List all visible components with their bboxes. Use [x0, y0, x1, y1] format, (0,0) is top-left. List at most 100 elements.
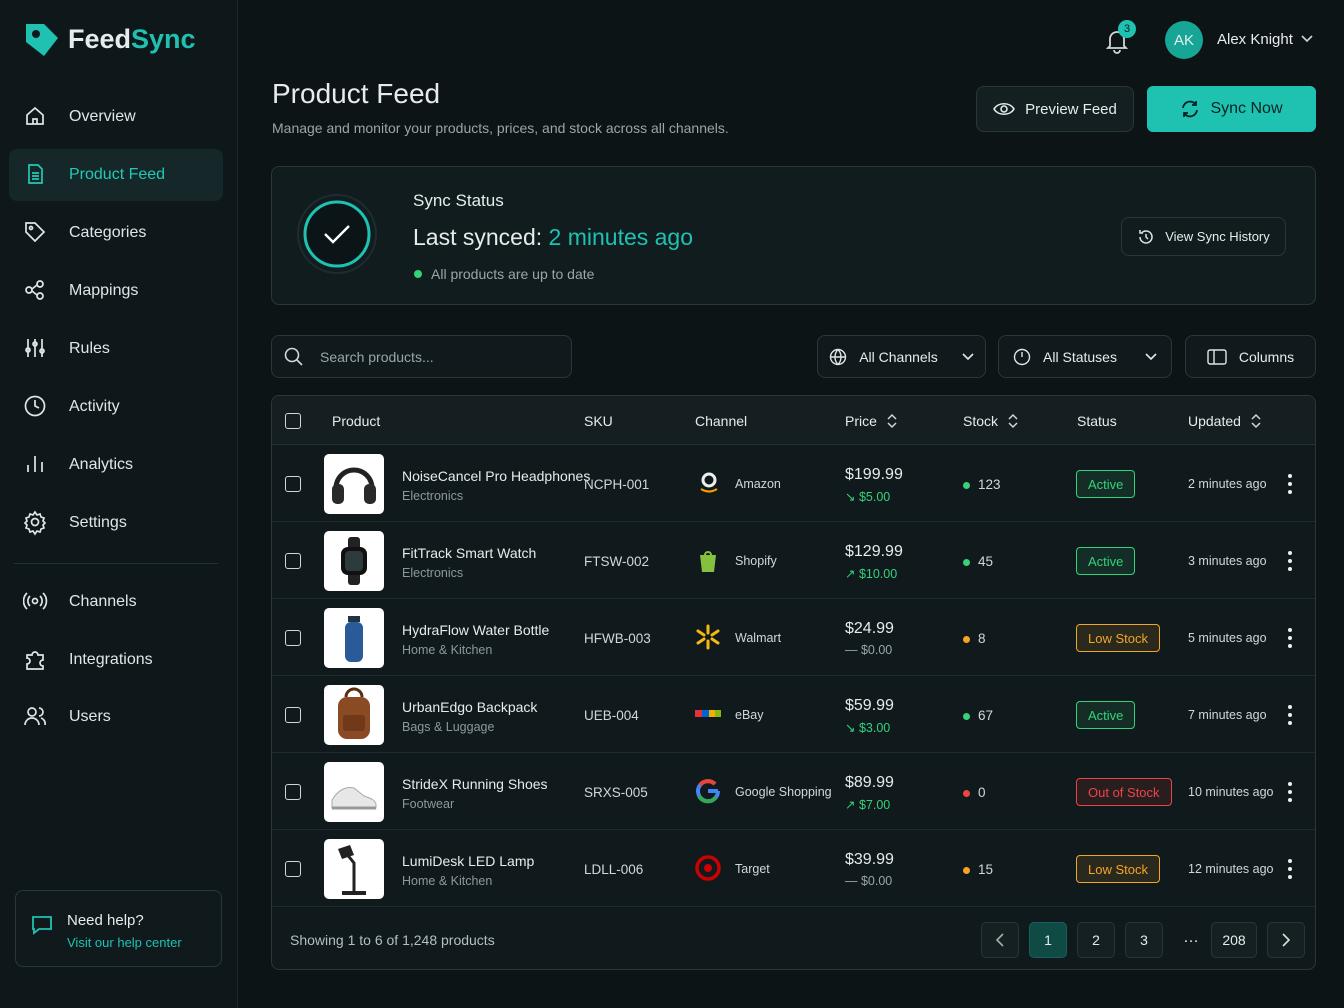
page-button[interactable] — [1267, 922, 1305, 958]
sync-icon — [1182, 100, 1199, 118]
prev-icon — [995, 933, 1004, 947]
page-button[interactable]: 208 — [1211, 922, 1257, 958]
sync-heading: Sync Status — [413, 191, 504, 210]
checkbox[interactable] — [285, 784, 301, 800]
columns-button[interactable]: Columns — [1185, 335, 1316, 378]
stock-dot — [963, 482, 970, 489]
nav-item[interactable]: Categories — [9, 207, 223, 259]
nav-item[interactable]: Product Feed — [9, 149, 223, 201]
filter-label: All Statuses — [1043, 348, 1117, 365]
channel-logo — [694, 546, 722, 579]
nav-item[interactable]: Integrations — [9, 634, 223, 686]
row-menu[interactable] — [1284, 549, 1296, 578]
row-menu[interactable] — [1284, 780, 1296, 809]
product-category: Bags & Luggage — [402, 720, 495, 734]
nav-item[interactable]: Channels — [9, 576, 223, 628]
nav-item[interactable]: Users — [9, 691, 223, 743]
status-filter[interactable]: All Statuses — [998, 335, 1172, 378]
status-badge: Out of Stock — [1076, 778, 1172, 806]
stock: 0 — [978, 785, 986, 800]
checkbox[interactable] — [285, 476, 301, 492]
product-illustration — [331, 787, 377, 810]
chevron — [962, 352, 974, 360]
history-button[interactable]: View Sync History — [1121, 217, 1286, 256]
table-row: LumiDesk LED Lamp Home & Kitchen LDLL-006 T… — [272, 830, 1315, 907]
help-link[interactable]: Visit our help center — [67, 935, 182, 950]
channel-logo — [694, 777, 722, 810]
product-name[interactable]: UrbanEdgo Backpack — [402, 699, 538, 715]
price-change: ↘ $3.00 — [845, 721, 891, 735]
help-box: Need help? Visit our help center — [15, 890, 222, 967]
row-menu[interactable] — [1284, 626, 1296, 655]
page-button[interactable]: 3 — [1125, 922, 1163, 958]
status-icon — [1013, 348, 1031, 365]
product-name[interactable]: NoiseCancel Pro Headphones — [402, 468, 591, 484]
table-row: UrbanEdgo Backpack Bags & Luggage UEB-004 e… — [272, 676, 1315, 753]
column-label: Updated — [1188, 413, 1241, 429]
stock-dot — [963, 636, 970, 643]
nav-item[interactable]: Analytics — [9, 439, 223, 491]
column-header[interactable]: Updated — [1188, 413, 1261, 429]
price: $89.99 — [845, 774, 894, 791]
product-category: Electronics — [402, 489, 464, 503]
logo-icon — [26, 24, 58, 56]
status-badge: Low Stock — [1076, 855, 1160, 883]
checkbox[interactable] — [285, 553, 301, 569]
sync-button[interactable]: Sync Now — [1147, 86, 1316, 132]
row-menu[interactable] — [1284, 857, 1296, 886]
product-name[interactable]: StrideX Running Shoes — [402, 776, 548, 792]
stock-dot — [963, 713, 970, 720]
table-row: NoiseCancel Pro Headphones Electronics NCP… — [272, 445, 1315, 522]
sku: NCPH-001 — [584, 477, 650, 492]
table-row: StrideX Running Shoes Footwear SRXS-005 Goo… — [272, 753, 1315, 830]
row-menu[interactable] — [1284, 703, 1296, 732]
column-label: Product — [332, 413, 381, 429]
column-label: Stock — [963, 413, 999, 429]
page-button[interactable]: 2 — [1077, 922, 1115, 958]
nav-icon — [23, 592, 48, 610]
preview-button[interactable]: Preview Feed — [976, 86, 1134, 132]
channel-filter[interactable]: All Channels — [817, 335, 986, 378]
next-icon — [1282, 933, 1291, 947]
nav-item[interactable]: Mappings — [9, 265, 223, 317]
price: $59.99 — [845, 697, 894, 714]
updated: 2 minutes ago — [1188, 477, 1267, 491]
checkbox[interactable] — [285, 707, 301, 723]
page-button[interactable] — [981, 922, 1019, 958]
avatar[interactable]: AK — [1165, 21, 1203, 59]
nav-icon — [25, 280, 44, 300]
logo — [695, 855, 721, 881]
column-header[interactable]: Price — [845, 413, 897, 429]
divider — [14, 563, 218, 564]
checkbox[interactable] — [285, 413, 301, 429]
product-category: Home & Kitchen — [402, 643, 493, 657]
product-name[interactable]: LumiDesk LED Lamp — [402, 853, 535, 869]
page-button[interactable]: 1 — [1029, 922, 1067, 958]
channel-logo — [694, 623, 722, 656]
dots-icon — [1288, 705, 1292, 725]
checkbox[interactable] — [285, 861, 301, 877]
nav-item[interactable]: Settings — [9, 497, 223, 549]
nav-label: Integrations — [69, 650, 153, 668]
sku: SRXS-005 — [584, 785, 648, 800]
column-header[interactable]: Stock — [963, 413, 1018, 429]
nav-item[interactable]: Overview — [9, 91, 223, 143]
user-name[interactable]: Alex Knight — [1217, 31, 1293, 48]
chevron — [1145, 352, 1157, 360]
nav-item[interactable]: Activity — [9, 381, 223, 433]
nav-item[interactable]: Rules — [9, 323, 223, 375]
search-box[interactable]: Search products... — [271, 335, 572, 378]
stock-dot — [963, 867, 970, 874]
page-title: Product Feed — [272, 78, 441, 109]
stock: 123 — [978, 477, 1001, 492]
nav-icon — [26, 106, 44, 125]
product-name[interactable]: FitTrack Smart Watch — [402, 545, 537, 561]
column-header: Status — [1077, 413, 1117, 429]
history-icon — [1139, 229, 1153, 244]
sku: UEB-004 — [584, 708, 639, 723]
row-menu[interactable] — [1284, 472, 1296, 501]
checkbox[interactable] — [285, 630, 301, 646]
product-name[interactable]: HydraFlow Water Bottle — [402, 622, 550, 638]
product-image — [324, 685, 384, 745]
logo — [700, 472, 718, 493]
